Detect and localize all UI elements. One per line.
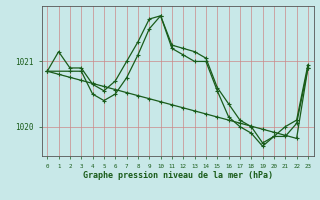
X-axis label: Graphe pression niveau de la mer (hPa): Graphe pression niveau de la mer (hPa): [83, 171, 273, 180]
